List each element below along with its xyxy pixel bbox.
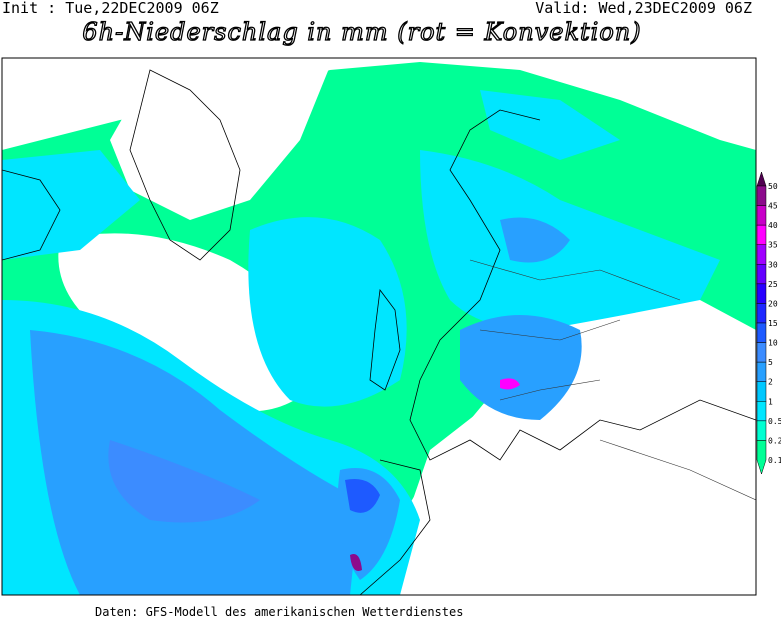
- legend-swatch: [756, 342, 767, 363]
- legend-swatch: [756, 185, 767, 206]
- legend-swatch: [756, 224, 767, 245]
- color-legend: 50 45 40 35 30 25 20 15 10 5 2 1 0.5 0.2 0.1: [756, 171, 781, 475]
- legend-label: 0.1: [768, 456, 781, 465]
- legend-swatch: [756, 401, 767, 422]
- legend-swatch: [756, 283, 767, 304]
- legend-swatch: [756, 361, 767, 382]
- legend-label: 2: [768, 378, 773, 387]
- legend-swatch: [756, 440, 767, 475]
- legend-label: 35: [768, 241, 778, 250]
- legend-swatch: [756, 264, 767, 285]
- legend-label: 15: [768, 319, 778, 328]
- map-title: 6h-Niederschlag in mm (rot = Konvektion): [82, 18, 641, 46]
- legend-label: 5: [768, 358, 773, 367]
- legend-swatch: [756, 381, 767, 402]
- legend-label: 45: [768, 202, 778, 211]
- legend-label: 50: [768, 182, 778, 191]
- legend-swatch: [756, 205, 767, 226]
- legend-swatch: [756, 244, 767, 265]
- legend-label: 0.2: [768, 436, 781, 445]
- legend-label: 25: [768, 280, 778, 289]
- legend-label: 30: [768, 260, 778, 269]
- valid-time: Valid: Wed,23DEC2009 06Z: [535, 0, 752, 17]
- legend-label: 0.5: [768, 417, 781, 426]
- data-source: Daten: GFS-Modell des amerikanischen Wet…: [95, 605, 463, 619]
- legend-swatch: [756, 322, 767, 343]
- legend-label: 20: [768, 299, 778, 308]
- legend-swatch: [756, 171, 767, 187]
- legend-label: 1: [768, 397, 773, 406]
- legend-label: 40: [768, 221, 778, 230]
- init-time: Init : Tue,22DEC2009 06Z: [2, 0, 219, 17]
- map: [1, 57, 757, 596]
- legend-swatch: [756, 303, 767, 324]
- legend-label: 10: [768, 339, 778, 348]
- legend-swatch: [756, 420, 767, 441]
